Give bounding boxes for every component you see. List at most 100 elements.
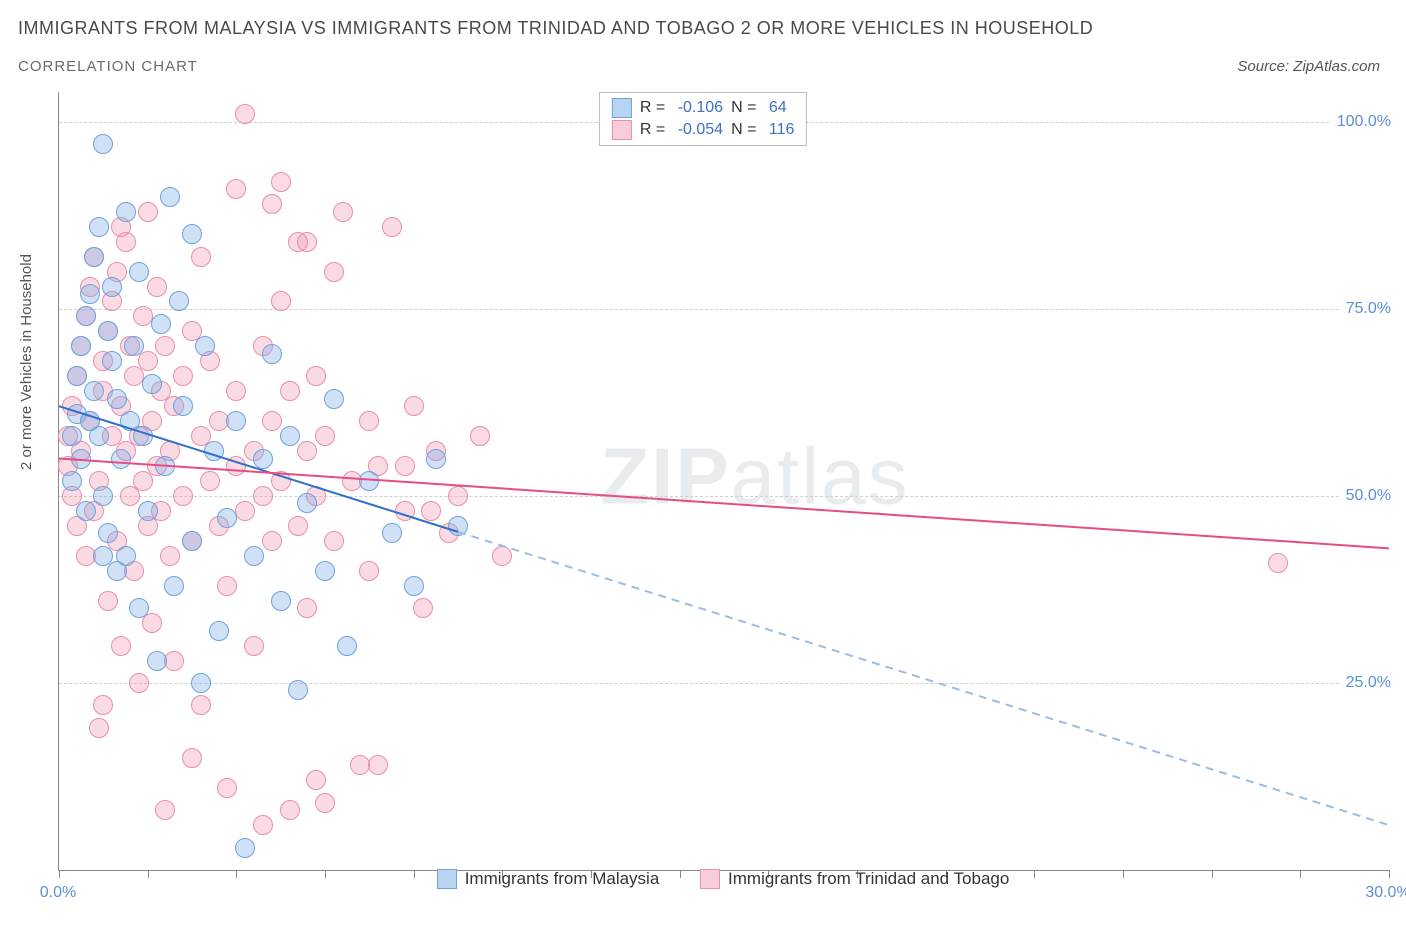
watermark-zip: ZIP (600, 431, 730, 520)
scatter-point-trinidad (253, 486, 273, 506)
scatter-point-malaysia (93, 486, 113, 506)
scatter-point-malaysia (84, 247, 104, 267)
scatter-point-trinidad (226, 381, 246, 401)
scatter-point-malaysia (76, 306, 96, 326)
legend-swatch-malaysia-icon (437, 869, 457, 889)
source-name: ZipAtlas.com (1293, 58, 1380, 75)
scatter-point-trinidad (421, 501, 441, 521)
scatter-point-trinidad (244, 636, 264, 656)
scatter-point-malaysia (138, 501, 158, 521)
scatter-point-malaysia (404, 576, 424, 596)
source-label: Source: (1237, 58, 1293, 75)
gridline-h (59, 309, 1389, 310)
legend-swatch-malaysia (612, 98, 632, 118)
legend-swatch-trinidad-icon (700, 869, 720, 889)
scatter-point-malaysia (448, 516, 468, 536)
legend-stats-malaysia: R = -0.106 N = 64 (612, 97, 794, 119)
scatter-point-malaysia (337, 636, 357, 656)
scatter-point-malaysia (129, 598, 149, 618)
x-tick (1389, 870, 1390, 878)
scatter-point-trinidad (147, 277, 167, 297)
scatter-point-trinidad (155, 800, 175, 820)
scatter-point-trinidad (142, 613, 162, 633)
scatter-point-trinidad (262, 411, 282, 431)
scatter-point-trinidad (324, 531, 344, 551)
scatter-point-trinidad (271, 471, 291, 491)
scatter-point-trinidad (395, 501, 415, 521)
scatter-point-trinidad (253, 815, 273, 835)
scatter-point-malaysia (244, 546, 264, 566)
chart-container: IMMIGRANTS FROM MALAYSIA VS IMMIGRANTS F… (0, 0, 1406, 930)
scatter-point-trinidad (271, 172, 291, 192)
legend-r-label: R = (640, 119, 670, 141)
scatter-point-trinidad (359, 411, 379, 431)
scatter-point-malaysia (297, 493, 317, 513)
scatter-point-trinidad (280, 800, 300, 820)
legend-item-trinidad: Immigrants from Trinidad and Tobago (700, 869, 1009, 889)
scatter-point-trinidad (470, 426, 490, 446)
scatter-point-malaysia (151, 314, 171, 334)
legend-label-trinidad: Immigrants from Trinidad and Tobago (728, 869, 1009, 889)
scatter-point-trinidad (89, 718, 109, 738)
legend-label-malaysia: Immigrants from Malaysia (465, 869, 660, 889)
scatter-point-malaysia (142, 374, 162, 394)
scatter-point-trinidad (306, 770, 326, 790)
legend-n-malaysia: 64 (769, 97, 787, 119)
scatter-point-trinidad (182, 748, 202, 768)
scatter-point-malaysia (129, 262, 149, 282)
scatter-point-malaysia (195, 336, 215, 356)
scatter-point-trinidad (382, 217, 402, 237)
scatter-point-malaysia (324, 389, 344, 409)
y-tick-label: 50.0% (1340, 487, 1391, 505)
scatter-point-trinidad (217, 778, 237, 798)
scatter-point-trinidad (297, 598, 317, 618)
scatter-point-malaysia (107, 389, 127, 409)
scatter-point-malaysia (93, 134, 113, 154)
scatter-point-trinidad (200, 471, 220, 491)
scatter-point-malaysia (191, 673, 211, 693)
scatter-point-malaysia (133, 426, 153, 446)
scatter-point-malaysia (204, 441, 224, 461)
scatter-point-malaysia (84, 381, 104, 401)
legend-r-trinidad: -0.054 (678, 119, 723, 141)
scatter-point-trinidad (492, 546, 512, 566)
x-tick-label: 30.0% (1365, 884, 1406, 902)
scatter-point-malaysia (62, 426, 82, 446)
scatter-point-trinidad (324, 262, 344, 282)
source-citation: Source: ZipAtlas.com (1237, 58, 1380, 75)
scatter-point-malaysia (93, 546, 113, 566)
scatter-point-malaysia (89, 217, 109, 237)
scatter-point-malaysia (382, 523, 402, 543)
scatter-point-trinidad (368, 755, 388, 775)
legend-swatch-trinidad (612, 120, 632, 140)
scatter-point-trinidad (226, 179, 246, 199)
scatter-point-malaysia (173, 396, 193, 416)
trend-lines (59, 92, 1389, 870)
y-tick-label: 25.0% (1340, 674, 1391, 692)
scatter-point-malaysia (288, 680, 308, 700)
legend-n-trinidad: 116 (769, 119, 795, 141)
legend-n-label: N = (731, 119, 761, 141)
scatter-point-malaysia (164, 576, 184, 596)
scatter-point-trinidad (262, 194, 282, 214)
scatter-point-malaysia (98, 523, 118, 543)
scatter-point-malaysia (155, 456, 175, 476)
legend-stats-trinidad: R = -0.054 N = 116 (612, 119, 794, 141)
scatter-point-trinidad (280, 381, 300, 401)
scatter-point-trinidad (111, 636, 131, 656)
scatter-point-trinidad (164, 651, 184, 671)
scatter-point-malaysia (98, 321, 118, 341)
scatter-point-malaysia (253, 449, 273, 469)
scatter-point-trinidad (173, 486, 193, 506)
scatter-point-trinidad (235, 501, 255, 521)
scatter-point-trinidad (395, 456, 415, 476)
scatter-point-malaysia (271, 591, 291, 611)
legend-n-label: N = (731, 97, 761, 119)
watermark-atlas: atlas (731, 431, 910, 520)
scatter-point-trinidad (271, 291, 291, 311)
scatter-point-malaysia (80, 284, 100, 304)
legend-bottom: Immigrants from Malaysia Immigrants from… (58, 869, 1388, 894)
scatter-point-trinidad (262, 531, 282, 551)
scatter-point-malaysia (209, 621, 229, 641)
scatter-point-trinidad (404, 396, 424, 416)
